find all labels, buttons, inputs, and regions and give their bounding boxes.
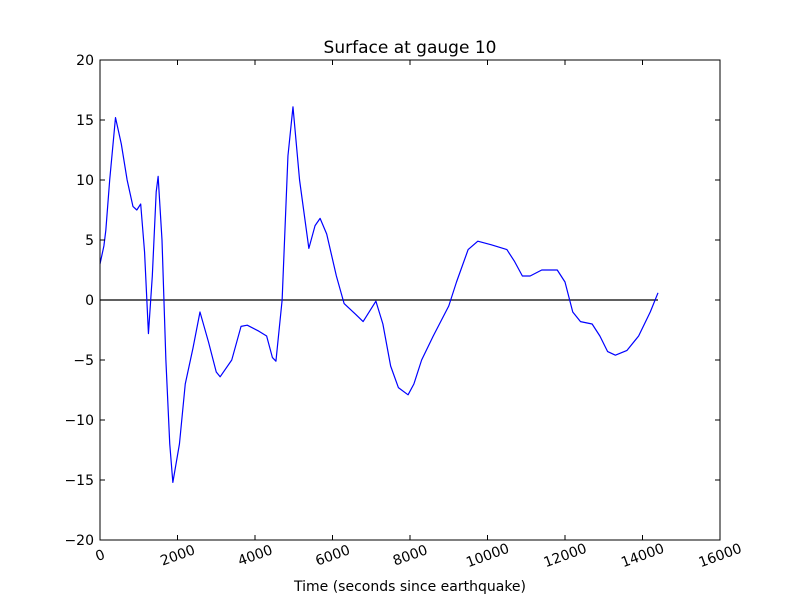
y-tick-label: −15	[64, 473, 94, 489]
chart-title: Surface at gauge 10	[324, 38, 497, 58]
y-tick-label: 20	[76, 53, 94, 69]
data-line	[99, 106, 659, 483]
y-tick-label: −5	[73, 353, 94, 369]
y-tick-label: 10	[76, 173, 94, 189]
y-tick-label: 15	[76, 113, 94, 129]
y-tick-label: −10	[64, 413, 94, 429]
x-axis-label: Time (seconds since earthquake)	[293, 579, 526, 595]
y-tick-label: 0	[85, 293, 94, 309]
y-tick-label: 5	[85, 233, 94, 249]
y-tick-label: −20	[64, 533, 94, 549]
